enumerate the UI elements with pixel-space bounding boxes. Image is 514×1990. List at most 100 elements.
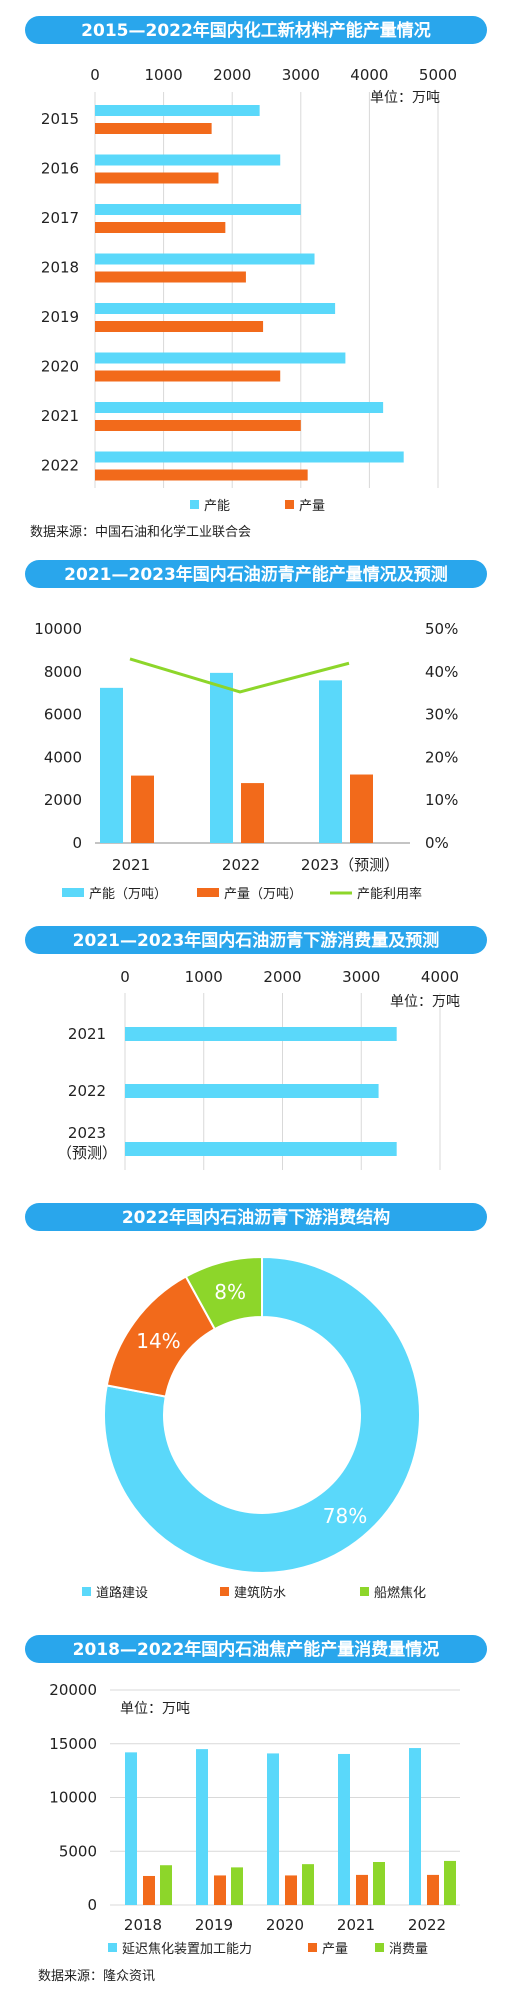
y-tick-label: 10000 bbox=[49, 1789, 97, 1807]
bar-capacity bbox=[210, 672, 233, 843]
y-tick-label: 20000 bbox=[49, 1681, 97, 1699]
bar-capacity bbox=[100, 687, 123, 843]
bar-consumption bbox=[125, 1027, 397, 1041]
bar-capacity bbox=[409, 1748, 421, 1905]
title-banner bbox=[25, 560, 487, 588]
x-tick-label: 0 bbox=[90, 66, 100, 84]
bar-capacity bbox=[319, 680, 342, 843]
chart-title: 2018—2022年国内石油焦产能产量消费量情况 bbox=[73, 1639, 440, 1660]
title-banner bbox=[25, 1635, 487, 1663]
x-tick-label: 3000 bbox=[282, 66, 320, 84]
x-tick-label: 2022 bbox=[408, 1916, 446, 1934]
legend-label: 延迟焦化装置加工能力 bbox=[122, 1942, 252, 1957]
bar-consumption bbox=[231, 1867, 243, 1905]
y2-tick-label: 20% bbox=[425, 748, 458, 766]
y-tick-label: 2015 bbox=[41, 110, 79, 128]
x-tick-label: 3000 bbox=[342, 968, 380, 986]
bar-capacity bbox=[338, 1753, 350, 1905]
y2-tick-label: 0% bbox=[425, 834, 449, 852]
y-tick-label: 2016 bbox=[41, 160, 79, 178]
title-banner bbox=[25, 16, 487, 44]
bar-capacity bbox=[95, 253, 315, 265]
x-tick-label: 2018 bbox=[124, 1916, 162, 1934]
bar-output bbox=[95, 420, 301, 431]
y2-tick-label: 40% bbox=[425, 663, 458, 681]
bar-output bbox=[427, 1874, 439, 1905]
x-tick-label: 1000 bbox=[185, 968, 223, 986]
y2-tick-label: 50% bbox=[425, 620, 458, 638]
chart-title: 2022年国内石油沥青下游消费结构 bbox=[122, 1207, 390, 1228]
chart-title: 2021—2023年国内石油沥青产能产量情况及预测 bbox=[64, 564, 448, 585]
y-tick-label: 2020 bbox=[41, 358, 79, 376]
y-tick-label: 2021 bbox=[68, 1025, 106, 1043]
bar-capacity bbox=[95, 352, 346, 364]
bar-capacity bbox=[95, 204, 301, 215]
x-tick-label: 2021 bbox=[337, 1916, 375, 1934]
bar-output bbox=[143, 1875, 155, 1905]
legend-swatch bbox=[108, 1943, 117, 1952]
y-tick-label: 2021 bbox=[41, 407, 79, 425]
y-tick-label: 15000 bbox=[49, 1735, 97, 1753]
x-tick-label: 2023（预测） bbox=[301, 856, 399, 874]
y-tick-label: 0 bbox=[87, 1896, 97, 1914]
bar-output bbox=[241, 783, 264, 843]
slice-value-label: 78% bbox=[323, 1504, 367, 1528]
legend-swatch bbox=[220, 1587, 229, 1596]
bar-capacity bbox=[95, 303, 336, 314]
y-tick-label: 6000 bbox=[44, 706, 82, 724]
legend-label: 船燃焦化 bbox=[374, 1585, 426, 1601]
bar-output bbox=[95, 469, 308, 481]
x-tick-label: 2020 bbox=[266, 1916, 304, 1934]
x-tick-label: 0 bbox=[120, 968, 130, 986]
y-tick-label: 0 bbox=[72, 834, 82, 852]
legend-swatch bbox=[375, 1943, 384, 1952]
y2-tick-label: 30% bbox=[425, 706, 458, 724]
legend-swatch bbox=[308, 1943, 317, 1952]
legend-swatch bbox=[190, 500, 199, 509]
y-tick-label: 10000 bbox=[34, 620, 82, 638]
unit-label: 单位：万吨 bbox=[120, 1701, 190, 1717]
bar-output bbox=[350, 774, 373, 843]
x-tick-label: 2019 bbox=[195, 1916, 233, 1934]
x-tick-label: 4000 bbox=[350, 66, 388, 84]
bar-capacity bbox=[95, 154, 281, 166]
legend-label: 产量 bbox=[322, 1942, 348, 1957]
legend-swatch bbox=[82, 1587, 91, 1596]
x-tick-label: 2021 bbox=[112, 856, 150, 874]
y-tick-label: 2019 bbox=[41, 308, 79, 326]
bar-capacity bbox=[95, 451, 404, 463]
x-tick-label: 2000 bbox=[263, 968, 301, 986]
y-tick-label: 2022 bbox=[68, 1082, 106, 1100]
legend-swatch bbox=[360, 1587, 369, 1596]
bar-output bbox=[356, 1874, 368, 1905]
unit-label: 单位：万吨 bbox=[390, 994, 460, 1010]
bar-consumption bbox=[373, 1862, 385, 1905]
x-tick-label: 1000 bbox=[145, 66, 183, 84]
bar-output bbox=[95, 370, 281, 382]
bar-output bbox=[214, 1875, 226, 1905]
y-tick-label: 2022 bbox=[41, 457, 79, 475]
x-tick-label: 4000 bbox=[421, 968, 459, 986]
bar-consumption bbox=[125, 1142, 397, 1156]
bar-output bbox=[95, 271, 246, 283]
chart-title: 2021—2023年国内石油沥青下游消费量及预测 bbox=[73, 930, 440, 951]
legend-label: 道路建设 bbox=[96, 1585, 148, 1601]
x-tick-label: 2000 bbox=[213, 66, 251, 84]
bar-output bbox=[95, 123, 212, 134]
bar-capacity bbox=[196, 1749, 208, 1905]
y-tick-label: 2023 （预测） bbox=[57, 1124, 117, 1162]
y2-tick-label: 10% bbox=[425, 791, 458, 809]
legend-label: 产能利用率 bbox=[357, 886, 422, 902]
bar-capacity bbox=[95, 402, 384, 413]
y-tick-label: 8000 bbox=[44, 663, 82, 681]
y-tick-label: 2018 bbox=[41, 259, 79, 277]
donut-slice bbox=[103, 1255, 421, 1574]
title-banner bbox=[25, 1203, 487, 1231]
source-note: 数据来源：隆众资讯 bbox=[38, 1969, 155, 1984]
bar-consumption bbox=[444, 1860, 456, 1905]
bar-output bbox=[95, 222, 226, 233]
source-note: 数据来源：中国石油和化学工业联合会 bbox=[30, 524, 251, 540]
legend-label: 产能（万吨） bbox=[89, 887, 167, 902]
x-tick-label: 5000 bbox=[419, 66, 457, 84]
